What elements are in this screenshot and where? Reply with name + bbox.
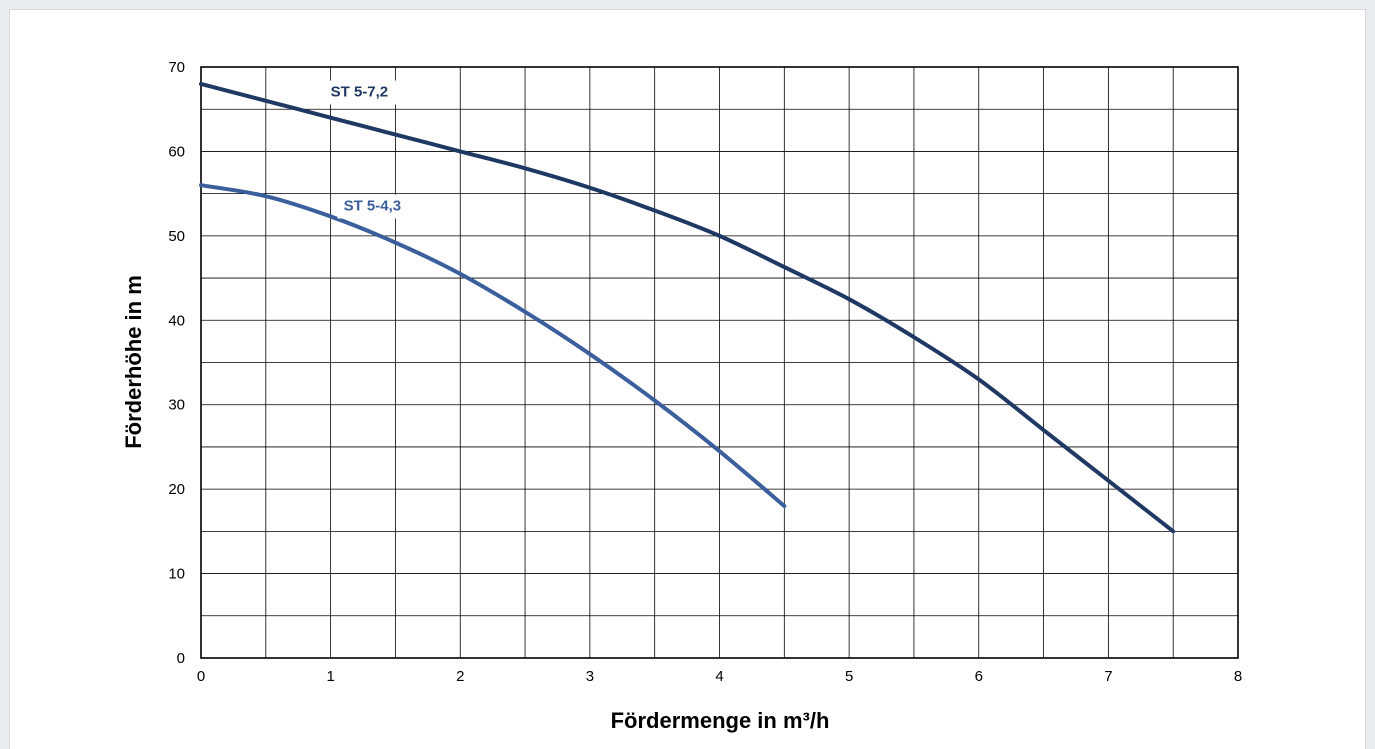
series-label-bg	[337, 194, 448, 219]
x-tick-label: 8	[1234, 668, 1242, 685]
x-tick-label: 6	[975, 668, 983, 685]
y-tick-label: 0	[177, 650, 185, 667]
y-tick-label: 60	[168, 143, 185, 160]
y-tick-label: 20	[168, 481, 185, 498]
grid	[200, 66, 1239, 659]
y-axis-title: Förderhöhe in m	[121, 275, 146, 449]
series-line-1	[199, 81, 1176, 534]
y-tick-label: 30	[168, 397, 185, 414]
y-tick-label: 40	[168, 312, 185, 329]
x-tick-label: 1	[326, 668, 334, 685]
series-label-1: ST 5-7,2	[331, 84, 389, 101]
chart-card	[9, 9, 1366, 749]
series-label-bg	[324, 80, 435, 105]
y-tick-label: 70	[168, 59, 185, 76]
series-line-2	[199, 183, 787, 509]
x-axis-title: Fördermenge in m³/h	[611, 708, 830, 733]
x-tick-label: 3	[586, 668, 594, 685]
x-tick-label: 4	[715, 668, 723, 685]
y-tick-label: 10	[168, 566, 185, 583]
x-tick-label: 0	[197, 668, 205, 685]
x-tick-label: 2	[456, 668, 464, 685]
plot-frame	[200, 66, 1239, 659]
x-tick-label: 5	[845, 668, 853, 685]
series-lines: ST 5-7,2 ST 5-4,3	[199, 80, 1176, 534]
x-tick-label: 7	[1104, 668, 1112, 685]
series-label-2: ST 5-4,3	[344, 198, 402, 215]
y-tick-label: 50	[168, 228, 185, 245]
tick-labels: 0 1 2 3 4 5 6 7 8 0 10 20 30 40 50 60 70	[168, 59, 1242, 685]
